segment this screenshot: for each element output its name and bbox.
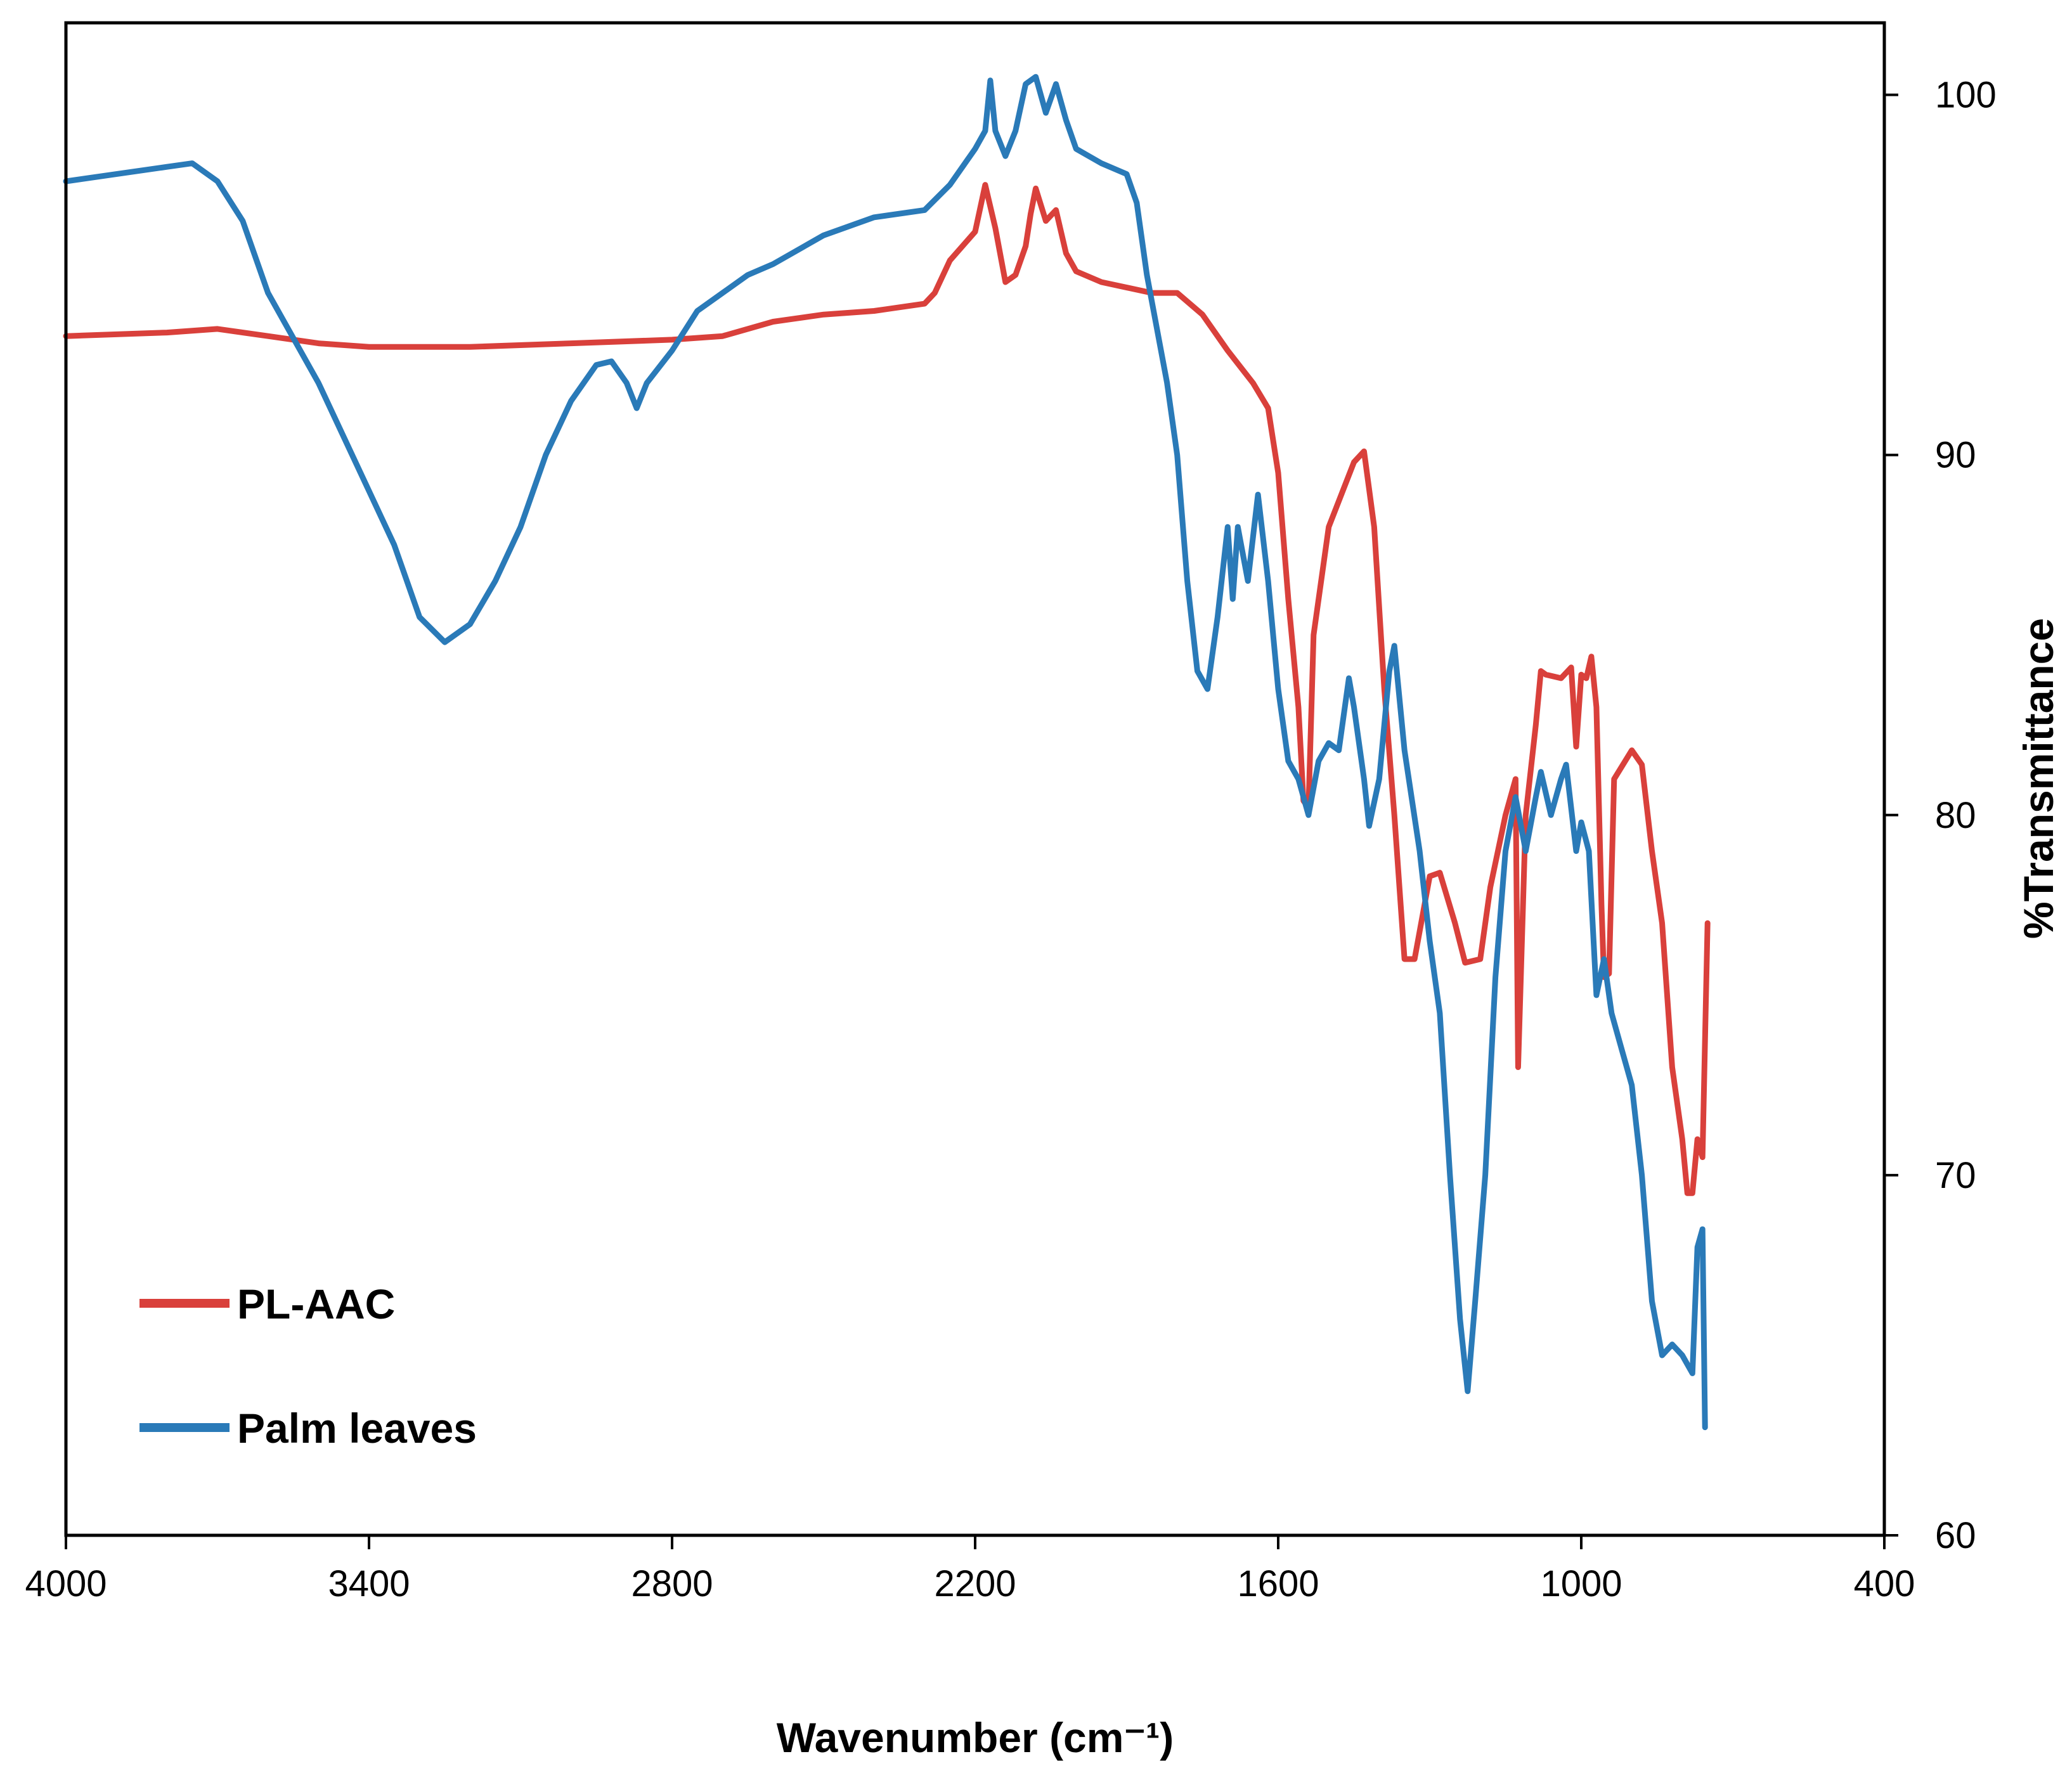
y-tick-label: 100: [1935, 75, 1997, 116]
x-axis-ticks: 4000 3400 2800 2200 1600 1000 400: [25, 1535, 1915, 1604]
x-tick-label: 4000: [25, 1563, 107, 1604]
legend: PL-AAC Palm leaves: [139, 1280, 477, 1452]
x-tick-label: 400: [1854, 1563, 1915, 1604]
y-axis-title: %Transmittance: [2015, 618, 2062, 939]
y-tick-label: 90: [1935, 435, 1976, 476]
x-tick-label: 2200: [934, 1563, 1016, 1604]
x-tick-label: 3400: [328, 1563, 410, 1604]
x-axis-title: Wavenumber (cm⁻¹): [777, 1714, 1174, 1761]
x-tick-label: 1000: [1540, 1563, 1622, 1604]
y-tick-label: 70: [1935, 1155, 1976, 1196]
y-axis-ticks: 60 70 80 90 100: [1884, 75, 1997, 1556]
plot-lines: [63, 74, 1711, 1431]
legend-label-pl-aac: PL-AAC: [237, 1280, 395, 1327]
y-tick-label: 60: [1935, 1515, 1976, 1556]
series-line-pl-aac: [63, 182, 1711, 1196]
series-line-palm-leaves: [63, 74, 1708, 1431]
x-tick-label: 2800: [631, 1563, 713, 1604]
y-tick-label: 80: [1935, 795, 1976, 836]
x-tick-label: 1600: [1237, 1563, 1319, 1604]
legend-label-palm-leaves: Palm leaves: [237, 1405, 477, 1452]
